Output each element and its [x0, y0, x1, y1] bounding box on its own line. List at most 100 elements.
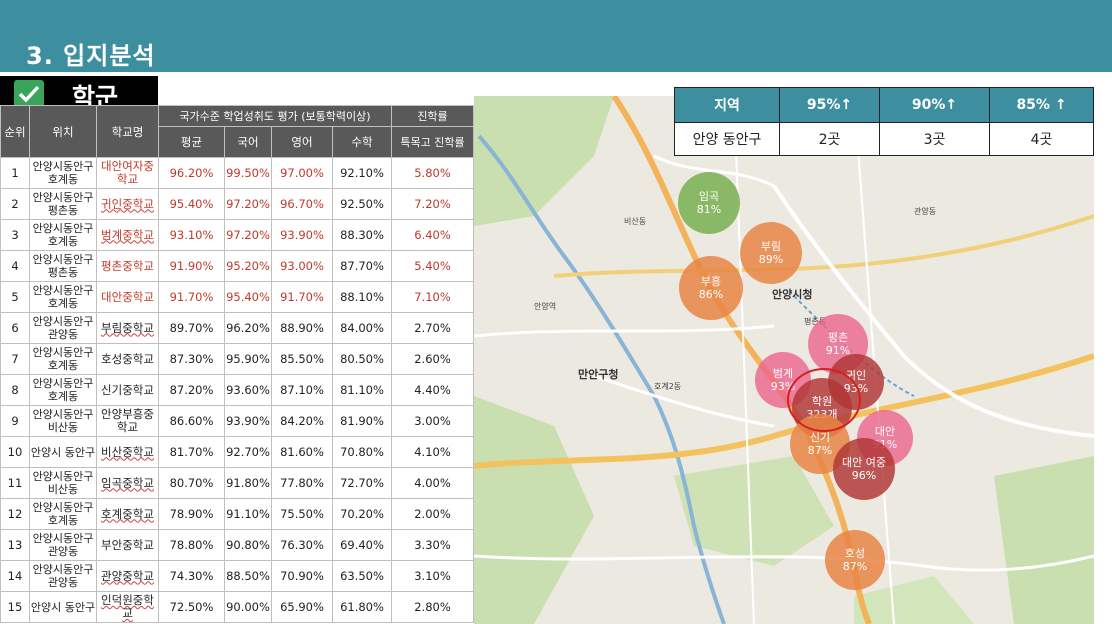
- cell-korean: 91.80%: [224, 467, 272, 499]
- table-row: 10 안양시 동안구 비산중학교 81.70% 92.70% 81.60% 70.80% 4.…: [0, 436, 474, 468]
- marker-value: 91%: [825, 344, 851, 357]
- table-row: 3 안양시동안구 호계동 범계중학교 93.10% 97.20% 93.90% 88.30%…: [0, 219, 474, 251]
- col-group-advance: 진학률: [391, 105, 474, 127]
- cell-location: 안양시동안구 관양동: [29, 529, 97, 561]
- cell-korean: 97.20%: [224, 219, 272, 251]
- cell-english: 65.90%: [271, 591, 333, 623]
- marker-value: 87%: [842, 560, 868, 573]
- cell-math: 87.70%: [332, 250, 392, 282]
- marker-value: 87%: [807, 444, 833, 457]
- cell-school: 비산중학교: [96, 436, 159, 468]
- summary-head-85: 85% ↑: [989, 87, 1094, 123]
- cell-math: 81.10%: [332, 374, 392, 406]
- marker-name: 범계: [772, 367, 794, 380]
- checkmark-icon: [14, 80, 44, 108]
- cell-english: 88.90%: [271, 312, 333, 344]
- marker-name: 부흥: [700, 275, 722, 288]
- cell-english: 76.30%: [271, 529, 333, 561]
- cell-math: 70.80%: [332, 436, 392, 468]
- marker-value: 81%: [696, 203, 722, 216]
- cell-advance: 2.80%: [391, 591, 474, 623]
- cell-avg: 91.70%: [158, 281, 225, 313]
- cell-korean: 91.10%: [224, 498, 272, 530]
- cell-advance: 3.00%: [391, 405, 474, 437]
- cell-location: 안양시동안구 비산동: [29, 405, 97, 437]
- cell-english: 93.00%: [271, 250, 333, 282]
- cell-rank: 11: [0, 467, 30, 499]
- cell-school: 평촌중학교: [96, 250, 159, 282]
- col-special: 특목고 진학률: [391, 126, 474, 158]
- cell-english: 93.90%: [271, 219, 333, 251]
- label-pyeongchon: 평촌동: [804, 317, 827, 326]
- page-title: 3. 입지분석: [26, 42, 156, 70]
- title-bar: 3. 입지분석: [0, 0, 1112, 72]
- cell-avg: 80.70%: [158, 467, 225, 499]
- cell-school: 대안중학교: [96, 281, 159, 313]
- cell-advance: 2.70%: [391, 312, 474, 344]
- cell-avg: 89.70%: [158, 312, 225, 344]
- label-gwanyang: 관양동: [914, 207, 937, 216]
- cell-location: 안양시동안구 호계동: [29, 498, 97, 530]
- cell-rank: 1: [0, 157, 30, 189]
- cell-location: 안양시 동안구: [29, 436, 97, 468]
- table-row: 6 안양시동안구 관양동 부림중학교 89.70% 96.20% 88.90% 84.00%…: [0, 312, 474, 344]
- cell-school: 인덕원중학교: [96, 591, 159, 623]
- cell-math: 63.50%: [332, 560, 392, 592]
- cell-english: 75.50%: [271, 498, 333, 530]
- school-marker[interactable]: 부림 89%: [740, 222, 802, 284]
- cell-rank: 3: [0, 219, 30, 251]
- table-row: 7 안양시동안구 호계동 호성중학교 87.30% 95.90% 85.50% 80.50%…: [0, 343, 474, 375]
- summary-region: 안양 동안구: [674, 122, 780, 156]
- cell-advance: 2.60%: [391, 343, 474, 375]
- cell-location: 안양시동안구 호계동: [29, 219, 97, 251]
- school-marker[interactable]: 부흥 86%: [679, 256, 743, 320]
- cell-school: 신기중학교: [96, 374, 159, 406]
- marker-value: 89%: [758, 253, 784, 266]
- table-row: 11 안양시동안구 비산동 임곡중학교 80.70% 91.80% 77.80% 72.70…: [0, 467, 474, 499]
- cell-avg: 78.80%: [158, 529, 225, 561]
- table-body: 1 안양시동안구 호계동 대안여자중학교 96.20% 99.50% 97.00% 92.1…: [0, 157, 474, 623]
- cell-advance: 3.30%: [391, 529, 474, 561]
- cell-rank: 6: [0, 312, 30, 344]
- cell-location: 안양시동안구 평촌동: [29, 250, 97, 282]
- col-rank: 순위: [0, 105, 30, 158]
- summary-95: 2곳: [779, 122, 880, 156]
- school-marker[interactable]: 호성 87%: [825, 530, 885, 590]
- cell-school: 관양중학교: [96, 560, 159, 592]
- label-bisan: 비산동: [624, 217, 647, 226]
- cell-advance: 2.00%: [391, 498, 474, 530]
- cell-rank: 5: [0, 281, 30, 313]
- table-row: 5 안양시동안구 호계동 대안중학교 91.70% 95.40% 91.70% 88.10%…: [0, 281, 474, 313]
- col-location: 위치: [29, 105, 97, 158]
- table-row: 9 안양시동안구 비산동 안양부흥중학교 86.60% 93.90% 84.20% 81.9…: [0, 405, 474, 437]
- cell-location: 안양시동안구 호계동: [29, 343, 97, 375]
- cell-korean: 92.70%: [224, 436, 272, 468]
- table-row: 15 안양시 동안구 인덕원중학교 72.50% 90.00% 65.90% 61.80% 2…: [0, 591, 474, 623]
- school-marker[interactable]: 임곡 81%: [678, 172, 740, 234]
- cell-korean: 93.90%: [224, 405, 272, 437]
- cell-avg: 95.40%: [158, 188, 225, 220]
- cell-korean: 93.60%: [224, 374, 272, 406]
- cell-math: 84.00%: [332, 312, 392, 344]
- cell-location: 안양시동안구 관양동: [29, 312, 97, 344]
- summary-head-95: 95%↑: [779, 87, 880, 123]
- cell-advance: 4.10%: [391, 436, 474, 468]
- cell-english: 85.50%: [271, 343, 333, 375]
- summary-90: 3곳: [879, 122, 990, 156]
- marker-name: 임곡: [698, 190, 720, 203]
- cell-advance: 5.80%: [391, 157, 474, 189]
- summary-table: 지역 95%↑ 90%↑ 85% ↑ 안양 동안구 2곳 3곳 4곳: [674, 87, 1094, 156]
- cell-korean: 95.40%: [224, 281, 272, 313]
- cell-location: 안양시동안구 호계동: [29, 157, 97, 189]
- cell-english: 97.00%: [271, 157, 333, 189]
- summary-head-region: 지역: [674, 87, 780, 123]
- school-map[interactable]: 안양시청 만안구청 호계2동 평촌동 안양역 관양동 비산동 임곡 81% 부림 89…: [474, 96, 1094, 624]
- marker-name: 호성: [844, 547, 866, 560]
- school-marker[interactable]: 대안 여중 96%: [833, 438, 895, 500]
- cell-english: 77.80%: [271, 467, 333, 499]
- table-row: 2 안양시동안구 평촌동 귀인중학교 95.40% 97.20% 96.70% 92.50%…: [0, 188, 474, 220]
- summary-85: 4곳: [989, 122, 1094, 156]
- cell-rank: 4: [0, 250, 30, 282]
- cell-rank: 12: [0, 498, 30, 530]
- cell-advance: 7.10%: [391, 281, 474, 313]
